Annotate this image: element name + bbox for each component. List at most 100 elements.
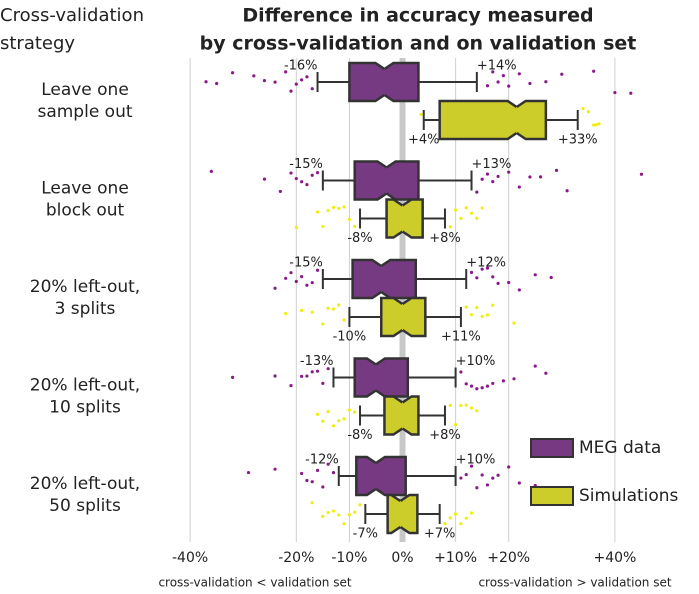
strip-point <box>597 122 601 126</box>
y-header: Cross-validation <box>0 5 144 26</box>
strip-point <box>337 513 341 517</box>
strip-point <box>592 69 596 73</box>
strip-point <box>459 476 463 480</box>
strip-point <box>613 90 617 95</box>
strip-point <box>469 313 474 317</box>
strip-point <box>533 273 537 277</box>
strip-point <box>300 78 304 82</box>
strip-point <box>512 321 516 325</box>
strip-point <box>491 381 495 386</box>
strip-point <box>454 208 458 212</box>
strip-point <box>310 173 314 177</box>
strip-point <box>507 170 511 174</box>
whisker-label: +8% <box>429 428 461 443</box>
chart-title: Difference in accuracy measured <box>242 5 593 27</box>
strip-point <box>491 70 495 74</box>
strip-point <box>475 486 479 490</box>
box <box>355 455 407 497</box>
strip-point <box>469 406 474 410</box>
strip-point <box>544 371 548 375</box>
strip-point <box>448 403 452 407</box>
category-label: 20% left-out, <box>30 277 140 297</box>
strip-point <box>485 172 490 176</box>
strip-point <box>326 367 330 371</box>
strip-point <box>347 217 351 221</box>
whisker-label: -7% <box>353 527 378 542</box>
strip-point <box>594 123 598 127</box>
whisker-label: +4% <box>408 133 440 148</box>
whisker-label: +10% <box>456 453 496 468</box>
strip-point <box>289 171 293 175</box>
strip-point <box>215 81 219 86</box>
strip-point <box>464 403 468 407</box>
strip-point <box>560 72 564 76</box>
strip-point <box>507 280 511 285</box>
strip-point <box>209 169 213 173</box>
strip-point <box>469 464 474 468</box>
strip-point <box>331 307 336 311</box>
whisker-label: +10% <box>456 354 496 369</box>
strip-point <box>337 419 341 423</box>
strip-point <box>538 175 543 179</box>
strip-point <box>565 189 569 193</box>
legend-swatch <box>530 438 574 458</box>
strip-point <box>342 318 346 322</box>
strip-point <box>294 82 298 86</box>
whisker-label: -8% <box>347 231 372 246</box>
strip-point <box>480 386 484 390</box>
box <box>348 61 420 103</box>
category-label: block out <box>46 201 125 221</box>
strip-point <box>480 206 484 210</box>
strip-point <box>517 185 521 189</box>
strip-point <box>448 225 452 229</box>
category-label: 3 splits <box>55 299 116 319</box>
whisker-label: +11% <box>441 330 481 345</box>
strip-point <box>315 170 320 175</box>
strip-point <box>294 279 298 284</box>
x-annotation: cross-validation > validation set <box>478 576 671 590</box>
strip-point <box>326 306 330 310</box>
strip-point <box>273 467 277 471</box>
strip-point <box>273 286 277 290</box>
strip-point <box>300 180 304 184</box>
category-label: 10 splits <box>49 398 121 418</box>
category-label: Leave one <box>41 80 129 100</box>
strip-point <box>331 471 336 475</box>
y-header: strategy <box>0 33 75 54</box>
strip-point <box>273 374 277 378</box>
whisker-label: -16% <box>284 59 318 74</box>
strip-point <box>469 384 474 388</box>
box <box>351 258 418 300</box>
strip-point <box>475 216 479 220</box>
strip-point <box>459 370 463 374</box>
strip-point <box>469 211 474 215</box>
strip-point <box>448 516 452 520</box>
strip-point <box>629 91 633 95</box>
strip-point <box>326 462 330 466</box>
whisker-label: +12% <box>466 256 506 271</box>
chart-title: by cross-validation and on validation se… <box>200 33 637 55</box>
strip-point <box>294 176 298 181</box>
strip-point <box>305 283 309 287</box>
strip-point <box>496 80 500 84</box>
strip-point <box>331 424 336 428</box>
strip-point <box>305 374 309 378</box>
strip-point <box>517 481 521 485</box>
whisker-label: +13% <box>472 157 512 172</box>
strip-point <box>358 503 362 507</box>
strip-point <box>321 224 325 229</box>
strip-point <box>464 382 468 386</box>
strip-point <box>592 123 596 127</box>
strip-point <box>507 84 511 88</box>
strip-point <box>459 522 463 526</box>
strip-point <box>305 75 309 79</box>
strip-point <box>475 387 479 391</box>
strip-point <box>544 80 548 84</box>
strip-point <box>469 511 474 515</box>
strip-point <box>639 172 644 176</box>
strip-point <box>512 377 516 381</box>
strip-point <box>419 112 423 116</box>
whisker-label: -15% <box>289 256 323 271</box>
strip-point <box>284 311 288 316</box>
